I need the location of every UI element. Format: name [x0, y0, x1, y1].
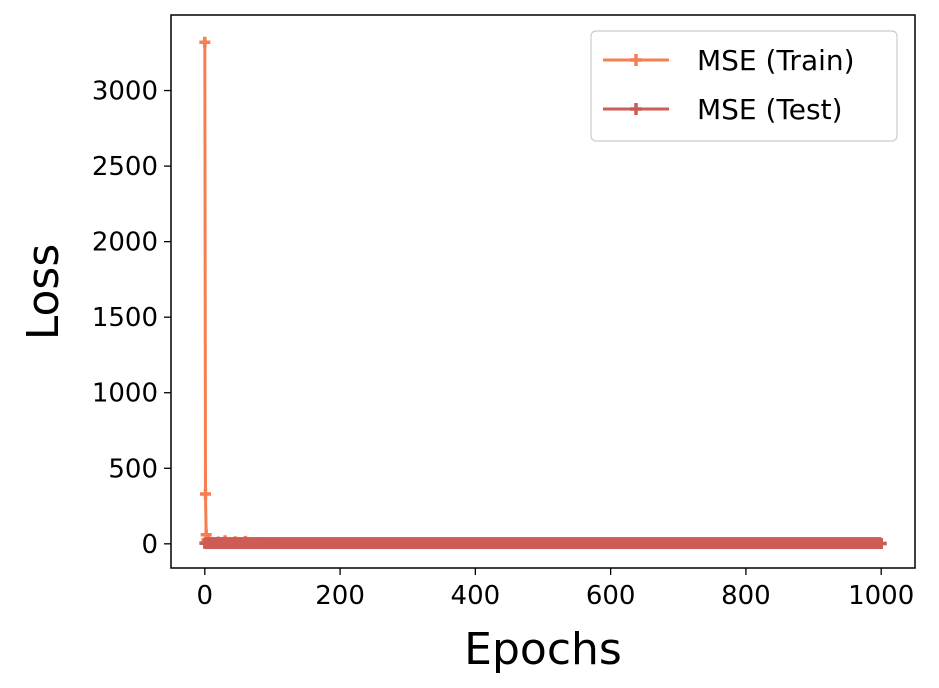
- y-tick-label: 1000: [92, 379, 158, 409]
- plot-frame: [170, 14, 916, 569]
- test-marker-band: [204, 537, 882, 550]
- x-tick-label: 600: [586, 581, 636, 611]
- legend-label: MSE (Train): [697, 44, 855, 77]
- series-test: [199, 537, 887, 550]
- x-tick-label: 400: [451, 581, 501, 611]
- y-tick-label: 0: [141, 530, 158, 560]
- series-layer: [199, 36, 887, 550]
- y-tick-label: 500: [108, 454, 158, 484]
- data-point-marker: [199, 488, 211, 500]
- y-axis-label: Loss: [18, 244, 69, 341]
- axis-layer: 0 200 400 600 800 1000 0 500 1000 1500 2000 2500 300…: [92, 77, 914, 611]
- y-tick-label: 3000: [92, 77, 158, 107]
- x-axis-label: Epochs: [464, 624, 622, 675]
- x-tick-label: 1000: [848, 581, 914, 611]
- legend-marker: [630, 103, 642, 115]
- y-tick-label: 1500: [92, 303, 158, 333]
- y-tick-label: 2000: [92, 228, 158, 258]
- legend: MSE (Train) MSE (Test): [590, 30, 898, 142]
- legend-label: MSE (Test): [697, 93, 843, 126]
- x-tick-label: 800: [721, 581, 771, 611]
- y-tick-label: 2500: [92, 152, 158, 182]
- x-tick-label: 0: [197, 581, 214, 611]
- data-point-marker: [199, 36, 211, 48]
- legend-marker: [630, 54, 642, 66]
- x-tick-label: 200: [315, 581, 365, 611]
